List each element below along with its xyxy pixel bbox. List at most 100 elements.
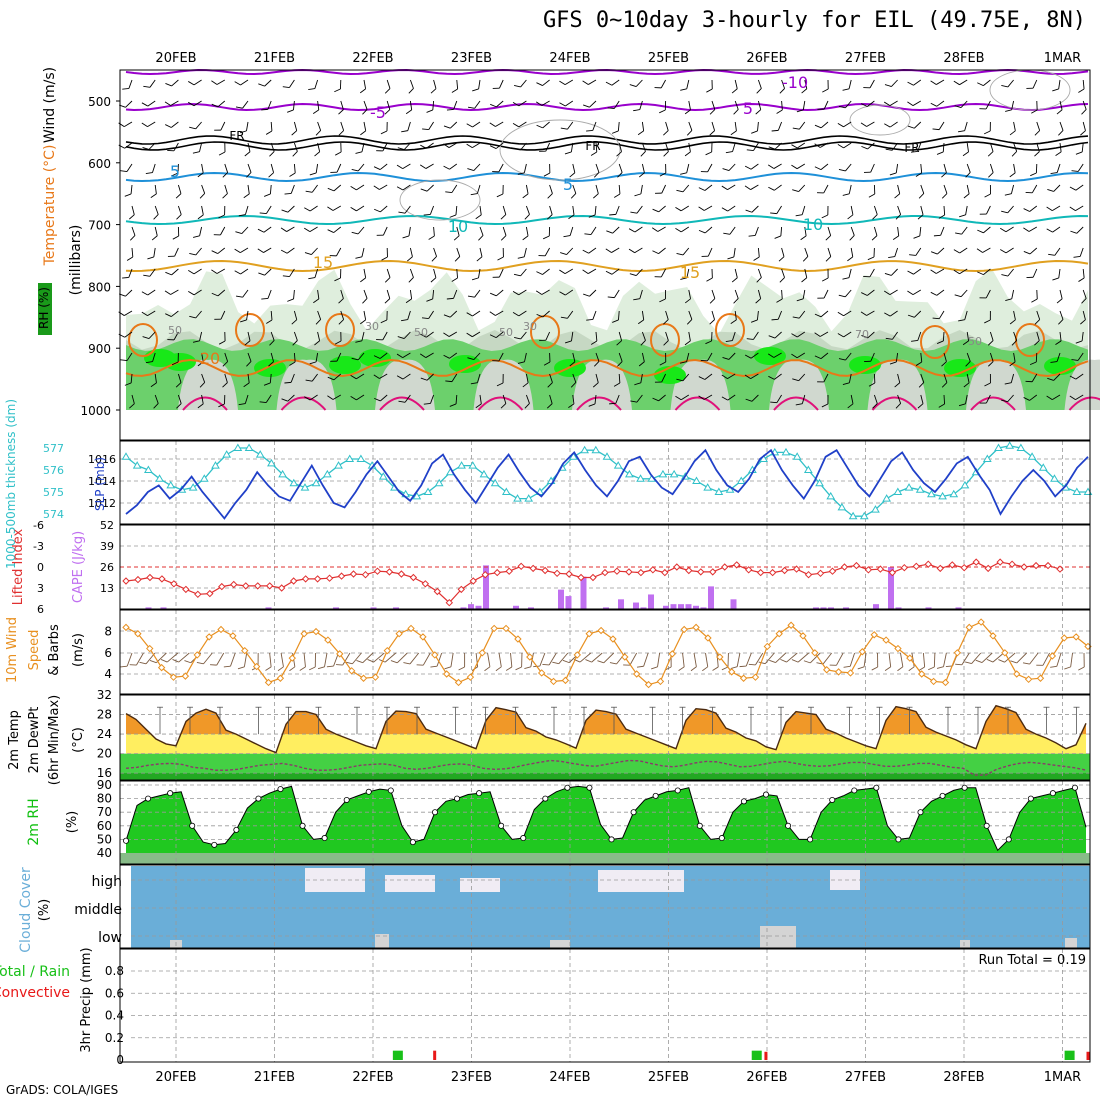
barb-flag	[535, 290, 543, 295]
barb-flag	[171, 361, 179, 366]
wind-barb	[654, 268, 666, 278]
barb-staff	[961, 652, 970, 666]
barb-staff	[498, 268, 504, 278]
barb-flag	[1048, 253, 1055, 256]
barb-flag	[172, 659, 179, 663]
barb-staff	[1010, 373, 1015, 383]
wind-barb-10m	[515, 652, 523, 671]
barb-staff	[727, 373, 736, 380]
barb-staff	[734, 310, 737, 320]
barb-staff	[518, 121, 527, 128]
barb-staff	[1004, 652, 1016, 663]
barb-staff	[428, 121, 434, 130]
barb-staff	[495, 331, 504, 338]
wind-barb	[1034, 121, 1041, 136]
barb-flag	[907, 270, 914, 275]
wind-barb	[398, 205, 411, 214]
wind-speed-marker	[407, 624, 415, 633]
barb-flag	[380, 130, 388, 135]
thickness-marker	[211, 461, 220, 469]
rh-marker	[564, 784, 571, 791]
wind-barb-10m	[702, 652, 709, 672]
thickness-marker	[513, 494, 522, 502]
barb-flag	[963, 382, 970, 388]
barb-staff	[309, 226, 318, 233]
barb-staff	[1005, 247, 1014, 254]
barb-flag	[327, 206, 334, 211]
temp-contour-25	[871, 396, 918, 411]
barb-staff	[242, 100, 249, 109]
barb-staff	[380, 205, 388, 213]
barb-flag	[863, 275, 870, 278]
barb-flag	[633, 109, 640, 112]
barb-flag	[470, 193, 478, 196]
wind-barb	[609, 394, 620, 405]
wind-barb-10m	[1022, 652, 1039, 665]
barb-flag	[679, 361, 687, 364]
barb-staff	[407, 121, 411, 131]
wind-barb	[327, 205, 342, 211]
wind-barb	[731, 79, 738, 94]
barb-flag	[884, 312, 891, 317]
barb-staff	[843, 121, 852, 128]
wind-barb	[546, 394, 553, 409]
barb-flag	[423, 213, 431, 216]
barb-staff	[1059, 310, 1064, 320]
wind-barb	[240, 310, 249, 323]
wind-speed-marker	[288, 654, 296, 662]
barb-flag	[709, 319, 715, 325]
date-label-top: 24FEB	[549, 51, 590, 66]
barb-flag	[314, 340, 320, 346]
barb-staff	[915, 247, 922, 256]
barb-staff	[919, 226, 922, 236]
wind-axis-label-barbs: & Barbs	[47, 624, 62, 676]
barb-flag	[211, 292, 219, 297]
wind-barb	[564, 142, 574, 155]
barb-staff	[727, 184, 736, 191]
barb-flag	[885, 148, 893, 151]
rh-marker	[851, 787, 858, 794]
date-label-bottom: 27FEB	[845, 1070, 886, 1085]
barb-flag	[430, 665, 438, 668]
wind-barb	[218, 142, 226, 156]
wind-speed-marker	[1013, 670, 1021, 678]
thickness-marker	[501, 487, 511, 495]
barb-staff	[264, 79, 272, 87]
wind-barb	[770, 205, 782, 215]
barb-flag	[305, 379, 313, 382]
barb-flag	[222, 193, 228, 199]
date-label-bottom: 25FEB	[648, 1070, 689, 1085]
wind-barb	[222, 163, 229, 178]
precip-convective-bar	[1086, 1051, 1090, 1060]
barb-staff	[128, 79, 133, 89]
wind-barb	[569, 163, 576, 178]
barb-staff	[688, 331, 691, 341]
temp-contour-25	[280, 396, 327, 411]
temp-contour-20-closed	[715, 313, 745, 347]
wind-barb	[932, 310, 945, 320]
lifted-index-marker	[888, 568, 897, 577]
lifted-index-marker	[828, 567, 837, 575]
barb-staff	[449, 310, 458, 318]
barb-flag	[617, 361, 623, 367]
barb-flag	[171, 172, 179, 177]
cape-bar	[730, 599, 737, 609]
cape-bar	[820, 607, 827, 609]
wind-barb	[430, 268, 437, 283]
wind-barb	[933, 226, 945, 237]
lifted-index-marker	[265, 582, 274, 590]
wind-barb	[837, 310, 852, 317]
barb-flag	[861, 335, 868, 339]
wind-barb	[1031, 100, 1038, 114]
wind-barb	[842, 79, 852, 91]
wind-barb	[731, 268, 738, 283]
barb-flag	[609, 402, 616, 405]
wind-barb	[373, 352, 388, 359]
cape-bar	[888, 567, 894, 609]
barb-staff	[149, 79, 156, 88]
wind-barb	[445, 184, 458, 194]
barb-staff	[728, 163, 736, 171]
wind-barb	[401, 310, 411, 322]
wind-barb	[500, 394, 507, 409]
barb-flag	[907, 290, 914, 295]
